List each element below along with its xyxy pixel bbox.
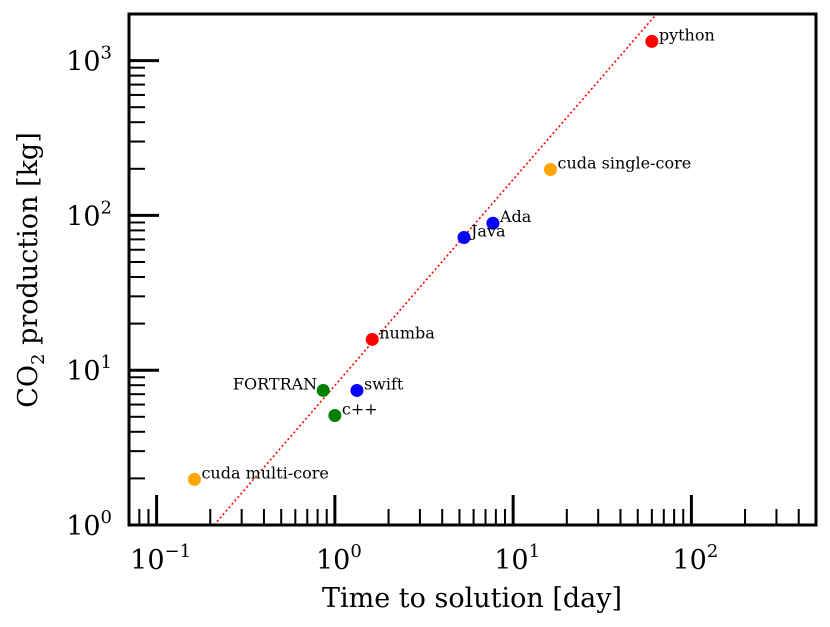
y-tick-label: 101: [66, 352, 112, 387]
data-point-java: [457, 230, 471, 244]
y-tick-label-exponent: 1: [101, 352, 112, 373]
x-tick-label-base: 10: [672, 545, 706, 576]
data-label-numba: numba: [379, 323, 435, 342]
x-tick-label-exponent: 0: [350, 541, 361, 562]
plot-frame: [127, 12, 818, 527]
x-tick-label: 100: [316, 541, 362, 576]
data-point-c: [328, 408, 342, 422]
y-tick-label-base: 10: [66, 356, 100, 387]
y-tick-label: 103: [66, 43, 112, 78]
x-tick-label-base: 10: [494, 545, 528, 576]
trend-line-layer: [213, 13, 658, 526]
y-axis-label: CO2 production [kg]: [13, 132, 49, 408]
x-tick-label: 10−1: [130, 541, 191, 576]
data-label-cuda-single-core: cuda single-core: [557, 153, 691, 172]
data-label-python: python: [659, 25, 715, 44]
trend-line: [213, 13, 658, 526]
y-axis-label-pre: CO: [13, 365, 44, 408]
data-point-cuda-single-core: [543, 162, 557, 176]
data-point-cuda-multi-core: [187, 472, 201, 486]
y-tick-label-exponent: 3: [101, 43, 112, 64]
y-tick-label-exponent: 2: [101, 197, 112, 218]
data-point-ada: [486, 216, 500, 230]
data-label-c: c++: [342, 399, 378, 418]
y-tick-label-exponent: 0: [101, 507, 112, 528]
data-label-cuda-multi-core: cuda multi-core: [201, 463, 328, 482]
x-tick-label-exponent: 2: [707, 541, 718, 562]
x-tick-label-base: 10: [130, 545, 164, 576]
tick-marks-layer: [128, 13, 817, 527]
data-label-fortran: FORTRAN: [233, 374, 317, 393]
data-point-python: [645, 34, 659, 48]
data-label-ada: Ada: [499, 207, 532, 226]
y-axis-label-post: production [kg]: [13, 132, 44, 353]
data-label-java: Java: [469, 221, 506, 240]
x-tick-label-exponent: 1: [529, 541, 540, 562]
y-tick-label-base: 10: [66, 511, 100, 542]
x-tick-label: 102: [672, 541, 718, 576]
data-label-swift: swift: [364, 374, 404, 393]
x-tick-label-base: 10: [316, 545, 350, 576]
y-tick-label: 102: [66, 197, 112, 232]
y-tick-label: 100: [66, 507, 112, 542]
y-tick-label-base: 10: [66, 47, 100, 78]
data-point-fortran: [316, 383, 330, 397]
x-tick-label-exponent: −1: [165, 541, 192, 562]
x-axis-label: Time to solution [day]: [322, 583, 622, 614]
data-point-swift: [350, 383, 364, 397]
x-tick-label: 101: [494, 541, 540, 576]
y-axis-label-sub: 2: [28, 354, 49, 365]
data-point-numba: [365, 332, 379, 346]
y-tick-label-base: 10: [66, 201, 100, 232]
